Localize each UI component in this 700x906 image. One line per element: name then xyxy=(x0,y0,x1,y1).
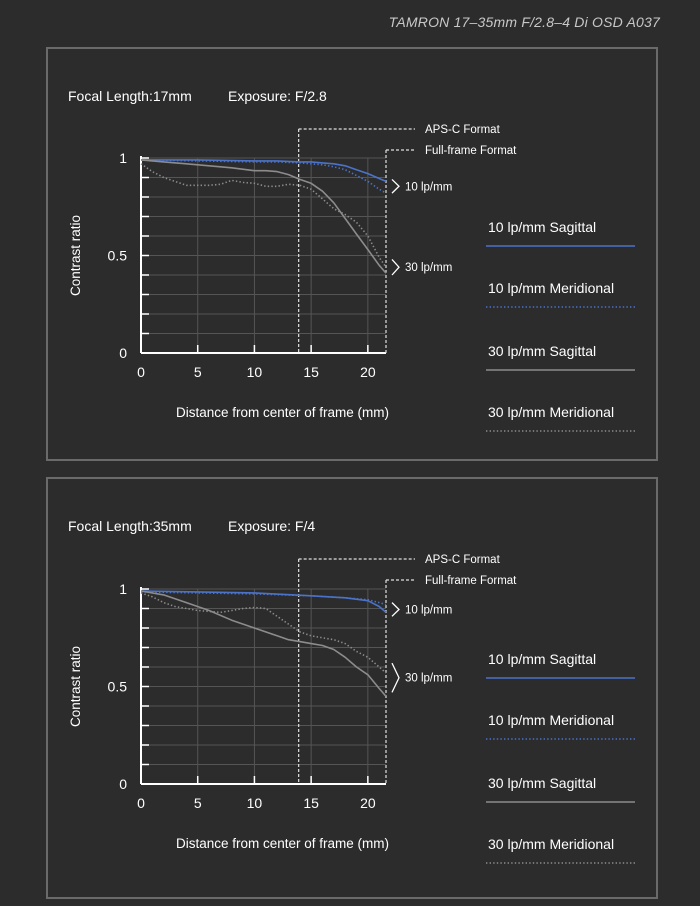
chart1-legend-label-3: 30 lp/mm Sagittal xyxy=(488,343,596,359)
chart1-legend-label-1: 10 lp/mm Sagittal xyxy=(488,219,596,235)
chart1-annotation-bracket-1 xyxy=(391,178,400,194)
chart2-series-30-lp-mm-meridional xyxy=(140,592,387,674)
chart2-legend-label-4: 30 lp/mm Meridional xyxy=(488,836,614,852)
chart2-y-tick-label: 0 xyxy=(119,776,127,792)
chart2-focal-length-label: Focal Length:35mm xyxy=(68,518,192,534)
chart1-series-30-lp-mm-sagittal xyxy=(140,159,387,274)
chart1-focal-length-label: Focal Length:17mm xyxy=(68,88,192,104)
chart1-legend-label-2: 10 lp/mm Meridional xyxy=(488,280,614,296)
chart1-x-tick-label: 10 xyxy=(247,364,263,380)
chart1-annotation-label-1: 10 lp/mm xyxy=(405,181,452,193)
chart1-legend-label-4: 30 lp/mm Meridional xyxy=(488,404,614,420)
chart1-annotation-bracket-2 xyxy=(391,258,400,276)
chart1-x-tick-label: 0 xyxy=(137,364,145,380)
chart2-x-axis-label: Distance from center of frame (mm) xyxy=(176,836,389,851)
chart2-y-tick-label: 0.5 xyxy=(108,679,128,695)
chart2-series-10-lp-mm-meridional xyxy=(140,591,387,606)
chart2-exposure-label: Exposure: F/4 xyxy=(228,518,315,534)
chart1-annotation-label-2: 30 lp/mm xyxy=(405,262,452,274)
chart2-annotation-label-2: 30 lp/mm xyxy=(405,673,452,685)
chart2-y-tick-label: 1 xyxy=(119,581,127,597)
chart1-y-tick-label: 1 xyxy=(119,150,127,166)
mtf-panel-17mm xyxy=(46,47,658,461)
chart2-annotation-bracket-2 xyxy=(391,662,400,693)
chart1-x-tick-label: 5 xyxy=(194,364,202,380)
chart2-x-tick-label: 20 xyxy=(360,795,376,811)
chart2-x-tick-label: 5 xyxy=(194,795,202,811)
mtf-panel-35mm xyxy=(46,477,658,899)
chart1-y-tick-label: 0.5 xyxy=(108,248,128,264)
chart1-format-label-fullframe: Full-frame Format xyxy=(425,145,517,157)
chart2-x-tick-label: 15 xyxy=(303,795,319,811)
chart1-format-label-apsc: APS-C Format xyxy=(425,124,501,136)
chart2-legend-label-3: 30 lp/mm Sagittal xyxy=(488,775,596,791)
chart2-annotation-bracket-1 xyxy=(391,602,400,617)
chart2-legend-label-1: 10 lp/mm Sagittal xyxy=(488,651,596,667)
chart1-y-tick-label: 0 xyxy=(119,345,127,361)
chart2-x-tick-label: 0 xyxy=(137,795,145,811)
chart1-x-tick-label: 15 xyxy=(303,364,319,380)
chart2-format-label-apsc: APS-C Format xyxy=(425,554,501,566)
chart2-y-axis-label: Contrast ratio xyxy=(68,646,83,727)
chart2-legend-label-2: 10 lp/mm Meridional xyxy=(488,712,614,728)
chart1-exposure-label: Exposure: F/2.8 xyxy=(228,88,327,104)
page-title: TAMRON 17–35mm F/2.8–4 Di OSD A037 xyxy=(388,14,660,30)
chart1-x-tick-label: 20 xyxy=(360,364,376,380)
chart1-series-10-lp-mm-meridional xyxy=(140,159,387,194)
chart2-annotation-label-1: 10 lp/mm xyxy=(405,604,452,616)
chart2-series-30-lp-mm-sagittal xyxy=(140,590,387,697)
chart1-x-axis-label: Distance from center of frame (mm) xyxy=(176,405,389,420)
chart2-format-label-fullframe: Full-frame Format xyxy=(425,575,517,587)
chart1-y-axis-label: Contrast ratio xyxy=(68,215,83,296)
chart1-series-10-lp-mm-sagittal xyxy=(141,159,387,183)
chart2-x-tick-label: 10 xyxy=(247,795,263,811)
chart1-series-30-lp-mm-meridional xyxy=(140,163,387,268)
